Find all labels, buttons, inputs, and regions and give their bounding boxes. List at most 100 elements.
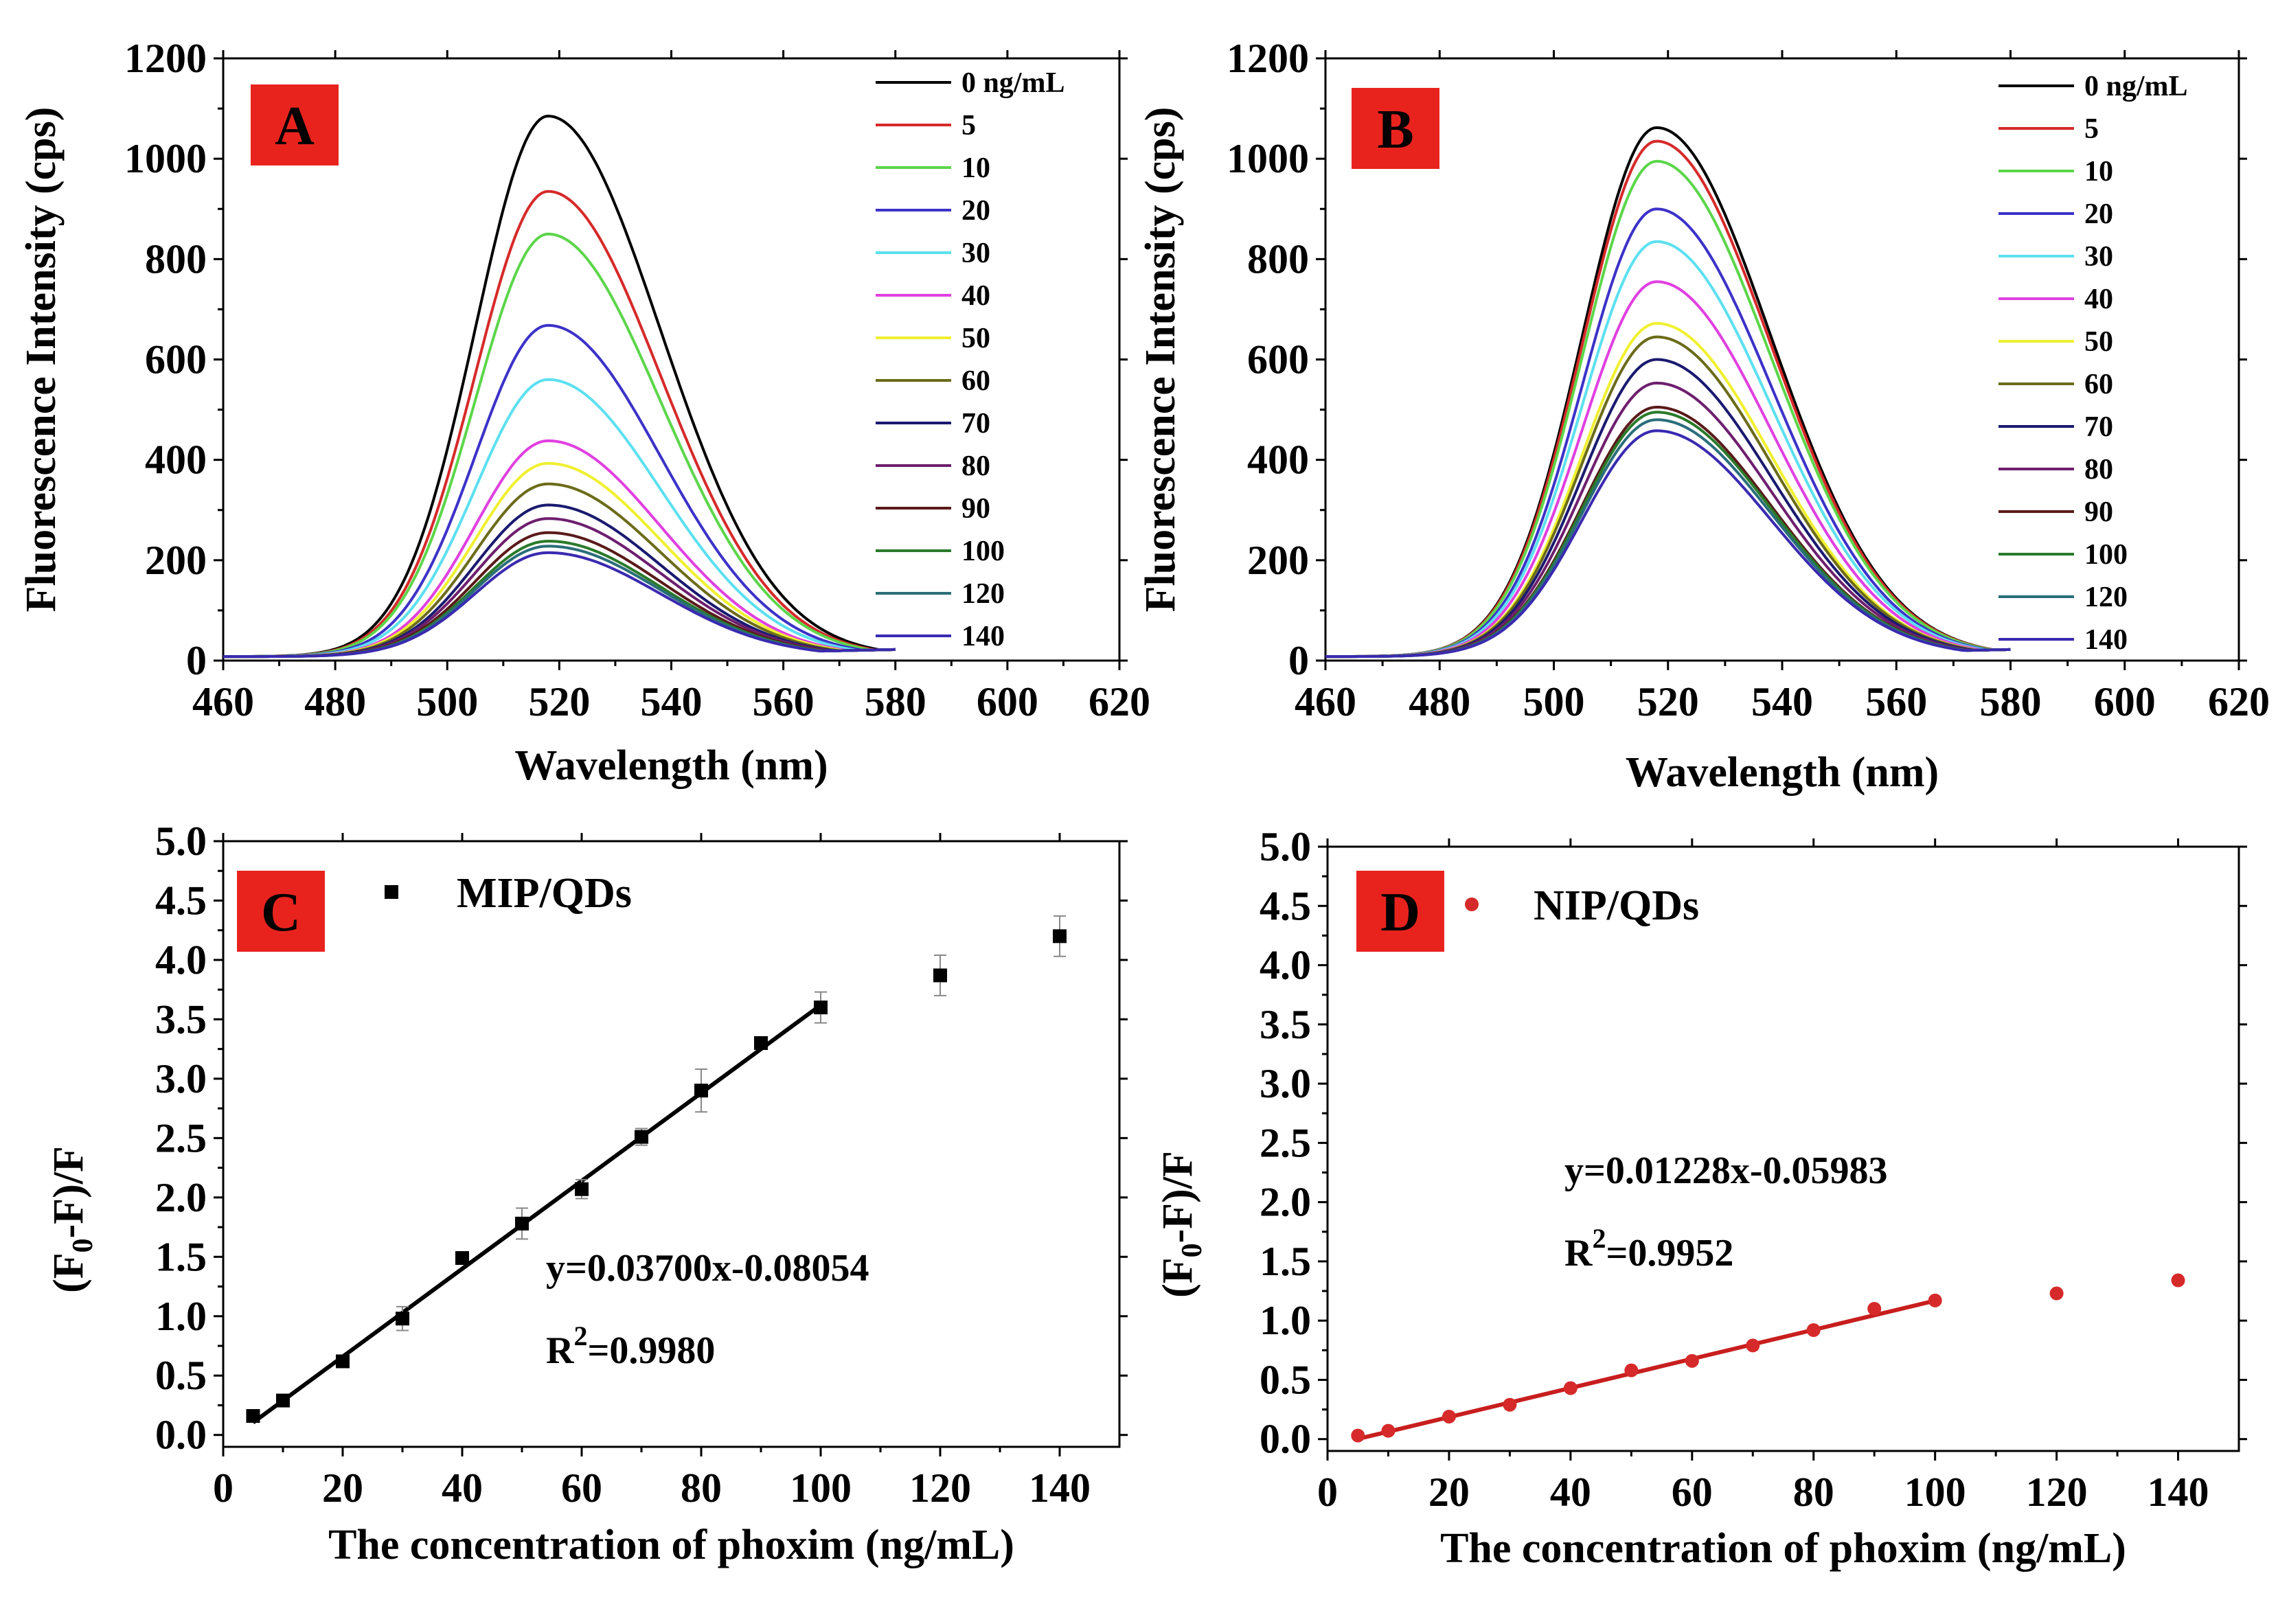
spectrum-curve-5 (223, 439, 896, 659)
y-tick-label: 2.5 (155, 1115, 207, 1160)
y-tick-label: 3.5 (155, 996, 207, 1042)
y-tick-label: 2.0 (155, 1175, 207, 1220)
legend-label: 60 (2084, 369, 2113, 400)
r2-superscript: 2 (573, 1320, 587, 1351)
y-tick-label: 0.5 (155, 1353, 207, 1398)
y-tick-label: 0.5 (1260, 1357, 1311, 1402)
y-tick-label: 4.5 (1260, 883, 1311, 928)
y-tick-label: 3.0 (155, 1056, 207, 1101)
x-tick-label: 140 (1029, 1465, 1091, 1511)
x-tick-label: 20 (322, 1465, 363, 1511)
panel-letter: D (1380, 882, 1420, 943)
legend-label: 5 (961, 110, 976, 141)
legend-label: 40 (961, 280, 990, 312)
y-tick-label: 600 (145, 337, 207, 382)
x-tick-label: 580 (865, 679, 926, 724)
data-point-4 (1563, 1381, 1578, 1395)
x-tick-label: 480 (1409, 679, 1470, 724)
y-axis-title: Fluorescence Intensity (cps) (18, 107, 65, 613)
x-tick-label: 80 (681, 1465, 722, 1511)
x-axis-title: The concentration of phoxim (ng/mL) (328, 1522, 1014, 1568)
y-axis-title-main: (F (1154, 1257, 1201, 1298)
data-point-11 (2049, 1286, 2064, 1301)
y-tick-label: 800 (1247, 236, 1309, 282)
fit-r-squared: R2=0.9952 (1564, 1223, 1733, 1274)
data-point-11 (933, 968, 947, 983)
y-axis-title-rest: -F)/F (1154, 1151, 1201, 1243)
plot-frame (1326, 845, 2240, 1452)
x-tick-label: 100 (1904, 1469, 1966, 1515)
legend-label: 30 (2084, 241, 2113, 273)
y-axis-title-main: (F (45, 1253, 92, 1293)
spectrum-curve-13 (1325, 429, 2011, 659)
legend-label: 70 (2084, 411, 2113, 443)
y-axis-title: Fluorescence Intensity (cps) (1137, 107, 1184, 613)
y-tick-label: 200 (1247, 538, 1309, 583)
y-tick-label: 1000 (1227, 136, 1309, 181)
data-point-1 (1381, 1423, 1396, 1438)
data-point-8 (694, 1084, 708, 1098)
plot-frame (222, 840, 1121, 1448)
x-tick-label: 120 (909, 1465, 971, 1511)
y-tick-label: 0.0 (155, 1413, 207, 1458)
y-tick-label: 1.5 (1260, 1239, 1311, 1284)
legend-label: MIP/QDs (457, 870, 632, 917)
spectrum-curve-0 (223, 114, 896, 659)
y-tick-label: 2.5 (1260, 1120, 1311, 1165)
x-tick-label: 580 (1980, 679, 2042, 724)
data-point-5 (1624, 1363, 1639, 1377)
x-tick-label: 620 (2208, 679, 2270, 724)
legend-label: 120 (961, 578, 1005, 610)
y-tick-label: 0 (186, 638, 207, 683)
y-tick-label: 3.0 (1260, 1061, 1311, 1106)
x-tick-label: 500 (1523, 679, 1585, 724)
spectrum-curve-8 (223, 503, 896, 659)
legend-label: 40 (2084, 284, 2113, 315)
y-axis-title: (F0-F)/F (1154, 1151, 1208, 1298)
y-tick-label: 1200 (124, 36, 207, 81)
x-tick-label: 520 (1637, 679, 1699, 724)
x-tick-label: 80 (1793, 1469, 1834, 1515)
r2-prefix: R (546, 1329, 574, 1372)
x-tick-label: 600 (2094, 679, 2156, 724)
panel-C: 0 20 40 60 80 100 120 1400.00.51.01.52.02.53.03… (45, 819, 1128, 1568)
x-tick-label: 540 (641, 679, 703, 724)
fit-equation: y=0.03700x-0.08054 (546, 1247, 869, 1290)
data-point-0 (246, 1409, 260, 1423)
x-tick-label: 40 (442, 1465, 483, 1511)
data-point-2 (1442, 1409, 1456, 1423)
y-axis-title-sub: 0 (1176, 1243, 1208, 1257)
y-tick-label: 3.5 (1260, 1002, 1311, 1047)
y-tick-label: 1.0 (155, 1294, 207, 1339)
y-axis-title-sub: 0 (67, 1238, 99, 1253)
spectrum-curve-0 (1325, 126, 2011, 659)
fit-r-squared: R2=0.9980 (546, 1320, 715, 1372)
x-tick-label: 60 (1672, 1469, 1713, 1515)
y-tick-label: 5.0 (1260, 824, 1311, 869)
fit-equation: y=0.01228x-0.05983 (1564, 1150, 1888, 1192)
spectrum-curve-1 (1325, 139, 2011, 659)
spectrum-curve-13 (223, 551, 896, 659)
x-tick-label: 60 (561, 1465, 602, 1511)
legend-label: 90 (2084, 496, 2113, 528)
legend-label: 90 (961, 493, 990, 525)
legend-label: 80 (2084, 454, 2113, 485)
legend-label: 20 (961, 195, 990, 227)
y-tick-label: 4.0 (155, 937, 207, 983)
data-point-10 (1928, 1293, 1942, 1307)
x-axis-title: Wavelength (nm) (514, 742, 828, 789)
x-tick-label: 600 (977, 679, 1038, 724)
x-tick-label: 40 (1550, 1469, 1591, 1515)
data-point-7 (1746, 1338, 1760, 1353)
panel-B: 460 480 500 520 540 560 580 600 6200200400600800… (1137, 36, 2270, 796)
legend-label: 70 (961, 408, 990, 439)
x-tick-label: 520 (528, 679, 590, 724)
x-tick-label: 540 (1751, 679, 1813, 724)
legend-label: 10 (2084, 156, 2113, 187)
data-point-5 (515, 1216, 529, 1231)
panel-letter: B (1377, 100, 1413, 160)
x-axis-title: The concentration of phoxim (ng/mL) (1440, 1525, 2126, 1572)
y-tick-label: 1.5 (155, 1234, 207, 1279)
data-point-3 (396, 1312, 409, 1326)
